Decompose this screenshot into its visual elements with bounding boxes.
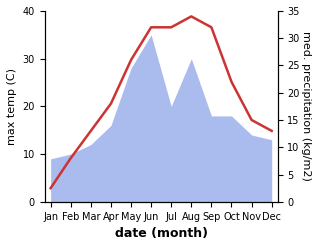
Y-axis label: med. precipitation (kg/m2): med. precipitation (kg/m2) [301,31,311,181]
Y-axis label: max temp (C): max temp (C) [7,68,17,145]
X-axis label: date (month): date (month) [115,227,208,240]
